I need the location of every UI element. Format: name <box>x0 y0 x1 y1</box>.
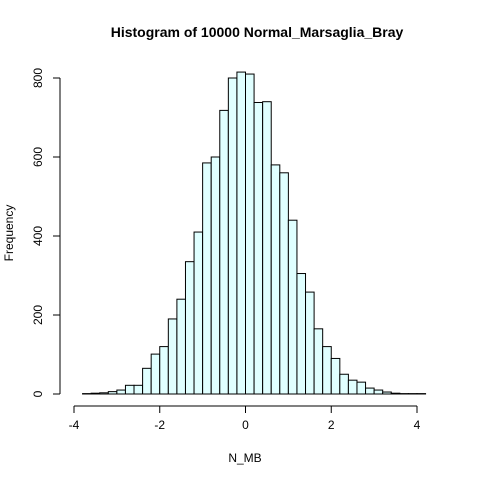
y-tick-label: 0 <box>31 390 45 397</box>
histogram-bar <box>339 373 349 395</box>
histogram-bar <box>227 77 238 395</box>
histogram-bar <box>219 109 229 395</box>
bars-group <box>82 71 427 395</box>
histogram-bar <box>330 357 341 395</box>
y-tick-label: 800 <box>31 68 45 88</box>
x-tick-label: 4 <box>414 418 421 432</box>
histogram-bar <box>373 389 384 395</box>
histogram-bar <box>124 384 135 395</box>
histogram-bar <box>287 219 298 395</box>
histogram-bar <box>176 298 186 395</box>
histogram-bar <box>356 381 367 395</box>
histogram-bar <box>193 231 204 395</box>
histogram-bar <box>279 172 289 395</box>
x-tick-label: 0 <box>242 418 249 432</box>
histogram-bar <box>107 391 118 395</box>
histogram-bar <box>322 346 332 395</box>
histogram-bar <box>90 392 101 395</box>
histogram-bar <box>116 389 126 395</box>
histogram-bar <box>365 387 375 395</box>
histogram-bar <box>142 367 152 395</box>
histogram-bar <box>390 392 401 395</box>
histogram-bar <box>262 101 272 395</box>
chart-title: Histogram of 10000 Normal_Marsaglia_Bray <box>111 24 404 40</box>
histogram-bar <box>245 73 255 395</box>
histogram-bar <box>202 162 212 395</box>
histogram-bar <box>150 353 161 395</box>
histogram-bar <box>253 101 264 395</box>
histogram-bar <box>236 71 247 395</box>
histogram-bar <box>167 318 178 395</box>
x-tick-label: 2 <box>328 418 335 432</box>
histogram-bar <box>347 379 358 395</box>
histogram-bar <box>99 392 109 395</box>
y-tick-label: 200 <box>31 305 45 325</box>
x-tick-label: -4 <box>69 418 80 432</box>
histogram-bar <box>159 346 169 395</box>
y-tick-label: 400 <box>31 226 45 246</box>
histogram-bar <box>133 384 144 395</box>
x-tick-label: -2 <box>154 418 165 432</box>
histogram-bar <box>296 273 307 395</box>
histogram-bar <box>270 164 281 395</box>
x-axis: -4 -2 0 2 4 <box>69 405 421 432</box>
y-axis-label: Frequency <box>2 205 16 262</box>
histogram-bar <box>184 261 195 395</box>
x-axis-label: N_MB <box>228 451 261 465</box>
histogram-bar <box>382 391 392 395</box>
histogram-bar <box>305 291 315 395</box>
histogram-bar <box>210 156 221 395</box>
histogram-bar <box>313 328 324 395</box>
y-axis: 0 200 400 600 800 <box>31 68 61 397</box>
y-tick-label: 600 <box>31 147 45 167</box>
